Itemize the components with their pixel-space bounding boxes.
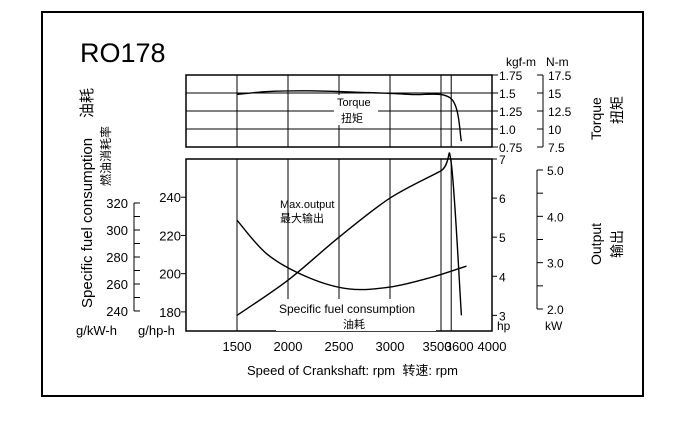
ghph-tick-label: 240	[159, 190, 181, 205]
sfc-label-bg	[276, 299, 436, 331]
max-output-label-cn: 最大输出	[280, 211, 324, 225]
torque-curve-label-en: Torque	[337, 97, 371, 109]
torque-axis-label-cn: 扭矩	[609, 96, 625, 124]
sfc-curve-label-cn: 油耗	[343, 317, 365, 331]
x-tick-label: 2000	[274, 339, 303, 354]
torque-label-bg	[334, 95, 378, 125]
gkwh-tick-label: 260	[106, 277, 128, 292]
kgfm-tick-label: 1.0	[499, 123, 516, 137]
unit-nm: N-m	[546, 55, 569, 69]
hp-tick-label: 6	[499, 192, 506, 206]
gkwh-tick-label: 280	[106, 250, 128, 265]
sfc-curve-label-en: Specific fuel consumption	[279, 302, 415, 316]
kgfm-tick-label: 1.5	[499, 87, 516, 101]
hp-tick-label: 3	[499, 309, 506, 323]
nm-tick-label: 10	[548, 123, 562, 137]
sfc-axis-label-cn-sub: 燃油消耗率	[98, 126, 113, 186]
nm-tick-label: 17.5	[548, 69, 572, 83]
hp-tick-label: 5	[499, 231, 506, 245]
output-axis-label-en: Output	[588, 223, 604, 265]
torque-curve-label-cn: 扭矩	[341, 111, 363, 125]
x-tick-label: 1500	[223, 339, 252, 354]
chart-title: RO178	[80, 38, 166, 68]
curves	[236, 90, 467, 331]
kgfm-tick-label: 1.25	[499, 105, 523, 119]
x-axis-label: Speed of Crankshaft: rpm 转速: rpm	[247, 363, 458, 378]
kw-tick-label: 3.0	[547, 257, 564, 271]
outer-frame	[41, 11, 644, 397]
x-tick-label: 3500	[423, 339, 452, 354]
nm-tick-label: 15	[548, 87, 562, 101]
x-tick-label: 3600	[445, 339, 474, 354]
ghph-tick-label: 180	[159, 305, 181, 320]
ghph-tick-label: 200	[159, 267, 181, 282]
unit-hp: hp	[497, 319, 511, 333]
unit-gkwh: g/kW-h	[76, 323, 117, 338]
kgfm-tick-label: 1.75	[499, 69, 523, 83]
torque-curve	[236, 90, 463, 142]
output-axis-label-cn: 输出	[609, 230, 625, 258]
gkwh-tick-label: 240	[106, 304, 128, 319]
gkwh-tick-label: 320	[106, 196, 128, 211]
max-output-label-en: Max.output	[280, 199, 334, 211]
x-tick-label: 2500	[325, 339, 354, 354]
x-tick-label: 3000	[376, 339, 405, 354]
nm-tick-label: 12.5	[548, 105, 572, 119]
unit-ghph: g/hp-h	[138, 323, 175, 338]
kw-tick-label: 4.0	[547, 210, 564, 224]
ghph-tick-label: 220	[159, 228, 181, 243]
unit-kgfm: kgf-m	[506, 55, 536, 69]
kw-tick-label: 2.0	[547, 303, 564, 317]
hp-tick-label: 7	[499, 153, 506, 167]
kw-tick-label: 5.0	[547, 164, 564, 178]
output-curve	[236, 152, 463, 316]
sfc-curve	[236, 219, 467, 291]
torque-axis-label-en: Torque	[588, 97, 604, 140]
gkwh-tick-label: 300	[106, 223, 128, 238]
nm-tick-label: 7.5	[548, 141, 565, 155]
sfc-axis-label-en: Specific fuel consumption	[79, 138, 96, 308]
unit-kw: kW	[545, 319, 563, 333]
x-tick-label: 4000	[478, 339, 507, 354]
sfc-axis-label-cn-top: 油耗	[79, 88, 96, 118]
hp-tick-label: 4	[499, 270, 506, 284]
kgfm-tick-label: 0.75	[499, 141, 523, 155]
